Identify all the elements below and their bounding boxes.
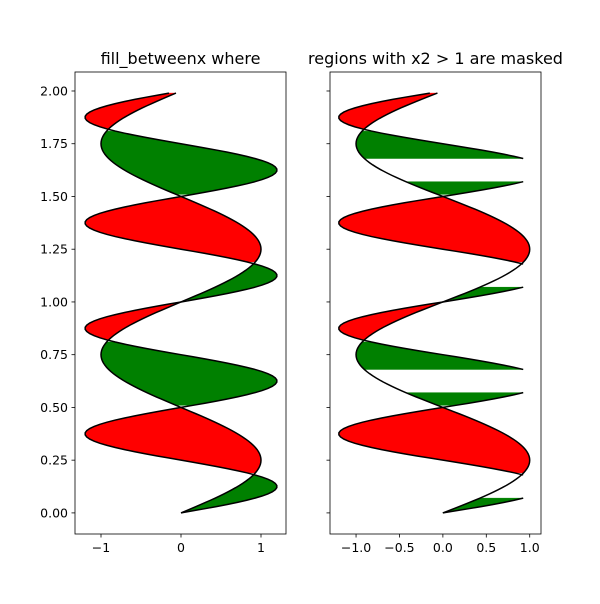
green-fill-region bbox=[355, 341, 524, 370]
red-fill-region bbox=[84, 407, 262, 474]
axes-frame bbox=[329, 71, 542, 535]
y-tick-label: 1.50 bbox=[40, 189, 68, 204]
x-tick-label: −0.5 bbox=[384, 540, 414, 555]
red-fill-region bbox=[338, 407, 530, 474]
x-tick-label: 0 bbox=[177, 540, 185, 555]
red-fill-region bbox=[84, 196, 262, 263]
left-title: fill_betweenx where bbox=[101, 49, 261, 69]
x-tick-label: −1 bbox=[92, 540, 110, 555]
x-tick-label: 1 bbox=[257, 540, 265, 555]
x-tick-label: 0.5 bbox=[476, 540, 496, 555]
x-tick-label: −1.0 bbox=[341, 540, 371, 555]
axes-frame bbox=[74, 71, 287, 535]
curve-x2 bbox=[338, 92, 524, 514]
y-tick-label: 1.25 bbox=[40, 242, 68, 257]
y-tick-label: 0.25 bbox=[40, 453, 68, 468]
y-tick-label: 2.00 bbox=[40, 83, 68, 98]
right-title: regions with x2 > 1 are masked bbox=[308, 49, 563, 68]
x-tick-label: 1.0 bbox=[520, 540, 540, 555]
y-tick-label: 0.50 bbox=[40, 400, 68, 415]
y-tick-label: 0.00 bbox=[40, 505, 68, 520]
y-tick-label: 0.75 bbox=[40, 347, 68, 362]
y-tick-label: 1.00 bbox=[40, 294, 68, 309]
left-axes: fill_betweenx where −1 0 1 0.00 0.25 0.50 0.75… bbox=[40, 49, 287, 555]
green-fill-region bbox=[100, 341, 278, 406]
red-fill-region bbox=[338, 196, 530, 263]
green-fill-region bbox=[100, 130, 278, 195]
curve-x2 bbox=[84, 92, 278, 514]
x-tick-label: 0.0 bbox=[433, 540, 453, 555]
y-tick-label: 1.75 bbox=[40, 136, 68, 151]
green-fill-region bbox=[355, 130, 524, 159]
right-axes: regions with x2 > 1 are masked −1.0 −0.5 0… bbox=[308, 49, 563, 555]
